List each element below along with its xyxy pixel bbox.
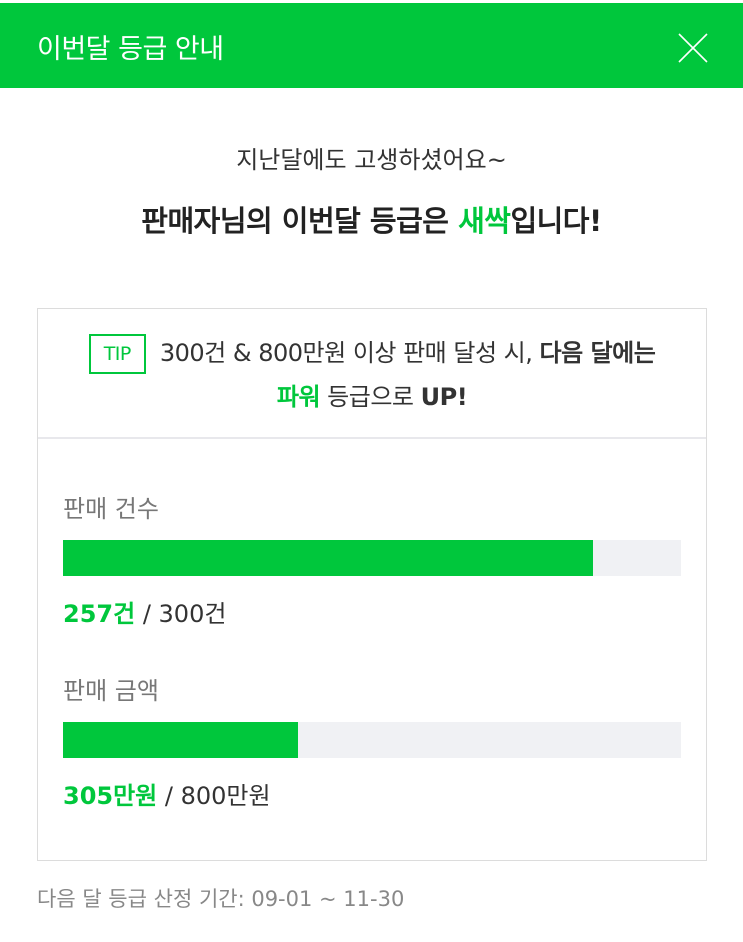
target-value: 800만원 (180, 782, 271, 810)
tip-section: TIP 300건 & 800만원 이상 판매 달성 시, 다음 달에는 파워 등급… (38, 309, 706, 439)
grade-name: 새싹 (458, 204, 511, 238)
tip-text: 300건 & 800만원 이상 판매 달성 시, (159, 339, 540, 367)
target-value: 300건 (158, 600, 227, 628)
current-value: 257건 (63, 600, 136, 628)
sales-count-stat: 판매 건수 257건 / 300건 (63, 489, 681, 629)
greeting: 지난달에도 고생하셨어요~ (236, 146, 507, 174)
stat-label: 판매 금액 (63, 677, 159, 705)
progress-fill (63, 722, 299, 758)
tip-text-2: 등급으로 (320, 383, 421, 411)
headline-suffix: 입니다! (510, 204, 602, 238)
progress-bar (63, 540, 681, 576)
modal-header: 이번달 등급 안내 (0, 3, 743, 88)
tip-up: UP! (420, 383, 468, 411)
headline-prefix: 판매자님의 이번달 등급은 (141, 204, 459, 238)
stat-value: 305만원 / 800만원 (63, 782, 271, 810)
evaluation-period: 다음 달 등급 산정 기간: 09-01 ~ 11-30 (37, 887, 405, 911)
sales-amount-stat: 판매 금액 305만원 / 800만원 (63, 671, 681, 811)
current-value: 305만원 (63, 782, 158, 810)
grade-headline: 판매자님의 이번달 등급은 새싹입니다! (0, 198, 743, 240)
modal-title: 이번달 등급 안내 (37, 34, 224, 65)
progress-bar (63, 722, 681, 758)
stat-label: 판매 건수 (63, 495, 159, 523)
progress-fill (63, 540, 593, 576)
tip-grade: 파워 (276, 383, 321, 411)
close-icon[interactable] (678, 33, 708, 63)
tip-bold: 다음 달에는 (539, 339, 656, 367)
grade-info-box: TIP 300건 & 800만원 이상 판매 달성 시, 다음 달에는 파워 등급… (37, 308, 707, 861)
stat-value: 257건 / 300건 (63, 600, 227, 628)
tip-badge: TIP (88, 334, 146, 374)
